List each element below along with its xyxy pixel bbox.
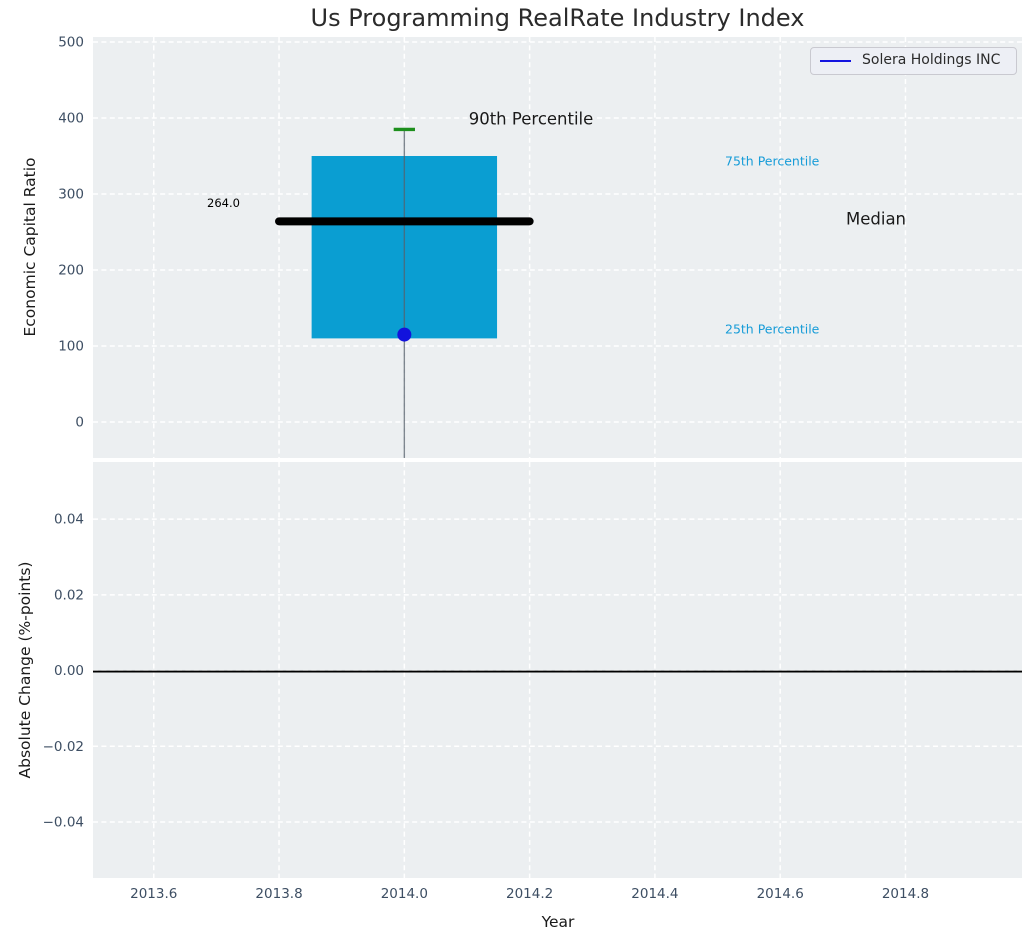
chart-title: Us Programming RealRate Industry Index [93, 4, 1022, 32]
x-tick-label: 2013.8 [255, 886, 302, 902]
x-tick-label: 2014.6 [757, 886, 804, 902]
y-tick-label: 200 [58, 262, 84, 278]
annotation-median: Median [846, 210, 906, 229]
median-value-label: 264.0 [207, 196, 240, 210]
x-tick-label: 2014.8 [882, 886, 929, 902]
y-tick-label: 0.02 [54, 587, 84, 603]
y-tick-label: 400 [58, 111, 84, 127]
y-tick-label: 100 [58, 338, 84, 354]
y-tick-label: −0.02 [43, 739, 84, 755]
y-tick-label: 500 [58, 35, 84, 51]
top-plot-background [93, 37, 1022, 458]
x-axis-label: Year [542, 913, 575, 931]
y-tick-label: 0.04 [54, 512, 84, 528]
y-tick-label: 300 [58, 187, 84, 203]
x-tick-label: 2014.2 [506, 886, 553, 902]
legend-label: Solera Holdings INC [862, 52, 1000, 68]
y-tick-label: 0.00 [54, 663, 84, 679]
x-tick-label: 2014.0 [381, 886, 428, 902]
company-point [397, 328, 411, 342]
legend: Solera Holdings INC [810, 47, 1017, 75]
annotation-90th-percentile: 90th Percentile [469, 110, 594, 129]
x-tick-label: 2014.4 [631, 886, 678, 902]
annotation-25th-percentile: 25th Percentile [725, 322, 819, 337]
y-tick-label: −0.04 [43, 814, 84, 830]
figure: 0 100 200 300 400 500 0.04 0.02 0.00 −0.02 −0.04 20… [0, 0, 1034, 942]
annotation-75th-percentile: 75th Percentile [725, 154, 819, 169]
x-tick-label: 2013.6 [130, 886, 177, 902]
legend-line-swatch-icon [820, 60, 851, 62]
plot-canvas: 0 100 200 300 400 500 0.04 0.02 0.00 −0.02 −0.04 20… [0, 0, 1034, 942]
y-axis-label-bottom: Absolute Change (%-points) [16, 562, 34, 779]
y-tick-label: 0 [75, 414, 84, 430]
y-axis-label-top: Economic Capital Ratio [21, 157, 39, 336]
